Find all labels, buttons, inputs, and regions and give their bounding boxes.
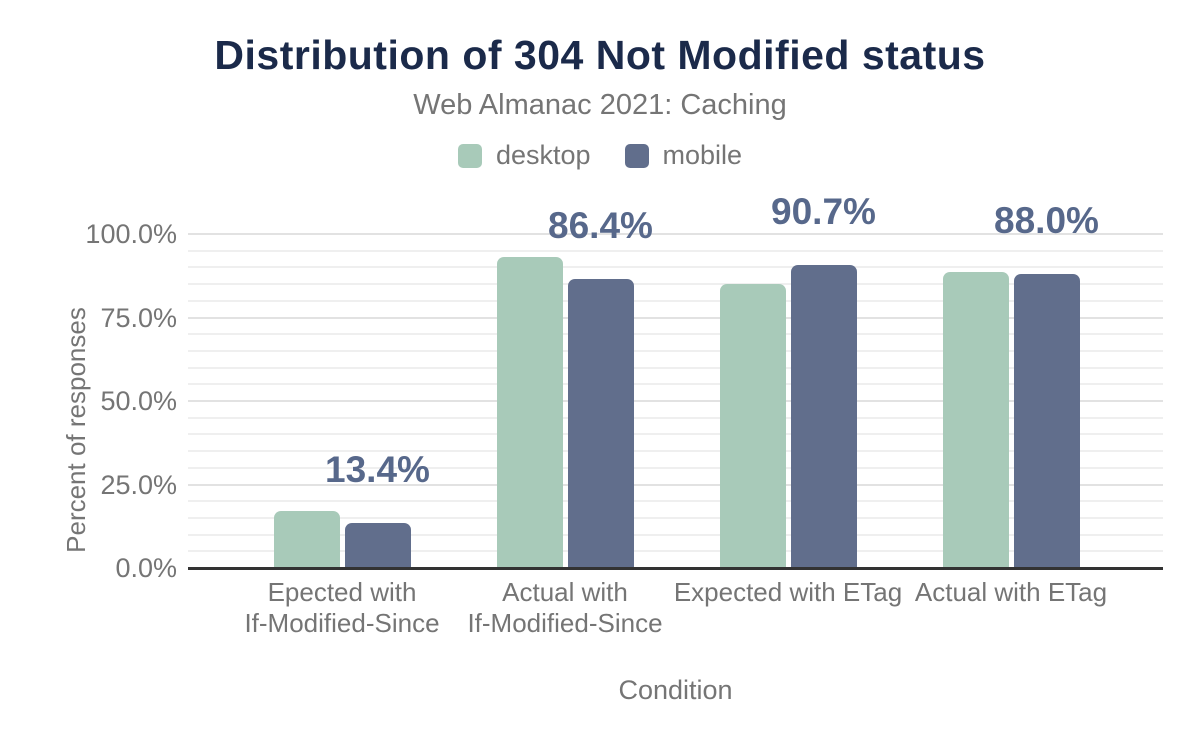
minor-gridline [188, 333, 1163, 336]
x-category-label: Expected with ETag [673, 577, 903, 607]
minor-gridline [188, 416, 1163, 419]
bar-desktop-0[interactable] [273, 510, 340, 568]
legend-label-desktop: desktop [495, 140, 591, 170]
y-tick-label: 100.0% [85, 219, 177, 249]
legend-item-desktop: desktop [457, 140, 591, 171]
minor-gridline [188, 450, 1163, 453]
bar-mobile-3[interactable] [1013, 274, 1080, 568]
minor-gridline [188, 283, 1163, 286]
legend-label-mobile: mobile [662, 140, 743, 170]
minor-gridline [188, 500, 1163, 503]
y-tick-label: 50.0% [100, 386, 177, 416]
x-category-label: Actual with ETag [914, 577, 1108, 607]
y-tick-label: 25.0% [100, 469, 177, 500]
bar-mobile-1[interactable] [567, 279, 634, 568]
bar-mobile-0[interactable] [344, 523, 411, 568]
chart-subtitle: Web Almanac 2021: Caching [413, 89, 787, 121]
major-gridline [188, 233, 1163, 235]
minor-gridline [188, 550, 1163, 553]
x-category-label: Epected with If-Modified-Since [244, 577, 440, 638]
x-category-label: Actual with If-Modified-Since [467, 577, 663, 638]
minor-gridline [188, 349, 1163, 352]
x-axis-line [188, 566, 1163, 570]
minor-gridline [188, 249, 1163, 252]
y-tick-label: 75.0% [100, 302, 177, 333]
minor-gridline [188, 366, 1163, 369]
minor-gridline [188, 516, 1163, 519]
minor-gridline [188, 433, 1163, 436]
data-label: 88.0% [994, 200, 1099, 242]
bar-desktop-1[interactable] [496, 256, 563, 568]
legend-swatch-desktop [457, 143, 482, 168]
data-label: 90.7% [771, 191, 876, 233]
legend: desktop mobile [0, 140, 1200, 171]
bar-desktop-2[interactable] [719, 284, 786, 568]
bar-mobile-2[interactable] [790, 265, 857, 568]
minor-gridline [188, 299, 1163, 302]
bar-desktop-3[interactable] [942, 272, 1009, 568]
major-gridline [188, 316, 1163, 319]
legend-swatch-mobile [624, 143, 649, 168]
minor-gridline [188, 533, 1163, 536]
y-tick-label: 0.0% [115, 553, 177, 583]
minor-gridline [188, 383, 1163, 386]
major-gridline [188, 400, 1163, 402]
data-label: 86.4% [548, 205, 653, 247]
data-label: 13.4% [325, 449, 430, 491]
minor-gridline [188, 266, 1163, 269]
x-axis-title: Condition [618, 675, 733, 705]
minor-gridline [188, 466, 1163, 469]
legend-item-mobile: mobile [624, 140, 743, 171]
major-gridline [188, 483, 1163, 486]
chart-title: Distribution of 304 Not Modified status [214, 32, 986, 78]
